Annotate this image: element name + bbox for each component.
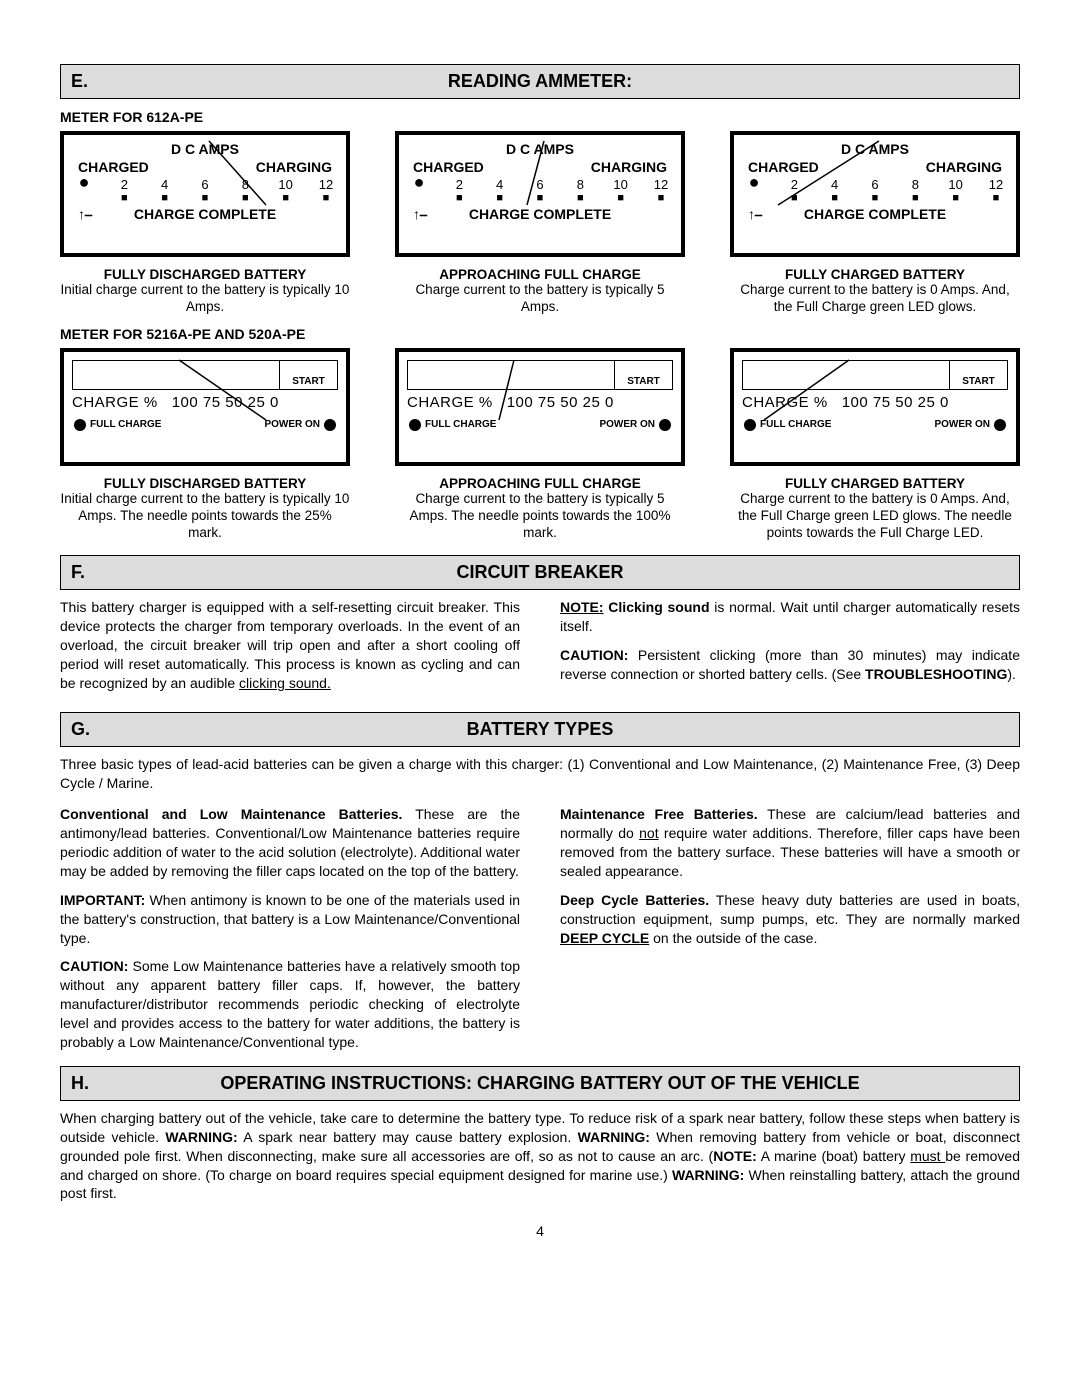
power-on-led-icon	[324, 419, 336, 431]
meter-5216-row: START CHARGE % 100 75 50 25 0 FULL CHARG…	[60, 348, 1020, 542]
start-label: START	[279, 361, 337, 389]
charge-pct-display: START CHARGE % 100 75 50 25 0 FULL CHARG…	[730, 348, 1020, 466]
section-header-g: G. BATTERY TYPES	[60, 712, 1020, 747]
charge-pct-display: START CHARGE % 100 75 50 25 0 FULL CHARG…	[395, 348, 685, 466]
meter-col: D C AMPS CHARGEDCHARGING ●24681012 ■■■■■…	[60, 131, 350, 316]
charge-pct-display: START CHARGE % 100 75 50 25 0 FULL CHARG…	[60, 348, 350, 466]
meter-612-row: D C AMPS CHARGEDCHARGING ●24681012 ■■■■■…	[60, 131, 1020, 316]
meter-col: D C AMPS CHARGEDCHARGING ●24681012 ■■■■■…	[730, 131, 1020, 316]
dc-amps-label: D C AMPS	[68, 141, 342, 157]
section-title: READING AMMETER:	[71, 71, 1009, 92]
meter-col: D C AMPS CHARGEDCHARGING ●24681012 ■■■■■…	[395, 131, 685, 316]
charging-label: CHARGING	[256, 159, 332, 175]
section-header-e: E. READING AMMETER:	[60, 64, 1020, 99]
ammeter-display: D C AMPS CHARGEDCHARGING ●24681012 ■■■■■…	[730, 131, 1020, 257]
meter-desc: Initial charge current to the battery is…	[60, 282, 350, 316]
charge-complete-label: CHARGE COMPLETE	[134, 206, 276, 222]
section-header-f: F. CIRCUIT BREAKER	[60, 555, 1020, 590]
tick-row: ●24681012	[68, 175, 342, 192]
page-number: 4	[60, 1223, 1020, 1239]
meter-5216-heading: METER FOR 5216A-PE AND 520A-PE	[60, 326, 1020, 342]
ammeter-display: D C AMPS CHARGEDCHARGING ●24681012 ■■■■■…	[60, 131, 350, 257]
full-charge-led-icon	[74, 419, 86, 431]
meter-612-heading: METER FOR 612A-PE	[60, 109, 1020, 125]
section-header-h: H. OPERATING INSTRUCTIONS: CHARGING BATT…	[60, 1066, 1020, 1101]
battery-types-intro: Three basic types of lead-acid batteries…	[60, 755, 1020, 793]
ammeter-display: D C AMPS CHARGEDCHARGING ●24681012 ■■■■■…	[395, 131, 685, 257]
circuit-breaker-body: This battery charger is equipped with a …	[60, 598, 1020, 698]
operating-body: When charging battery out of the vehicle…	[60, 1109, 1020, 1203]
battery-types-body: Conventional and Low Maintenance Batteri…	[60, 805, 1020, 1052]
meter-caption: FULLY DISCHARGED BATTERY	[60, 267, 350, 282]
